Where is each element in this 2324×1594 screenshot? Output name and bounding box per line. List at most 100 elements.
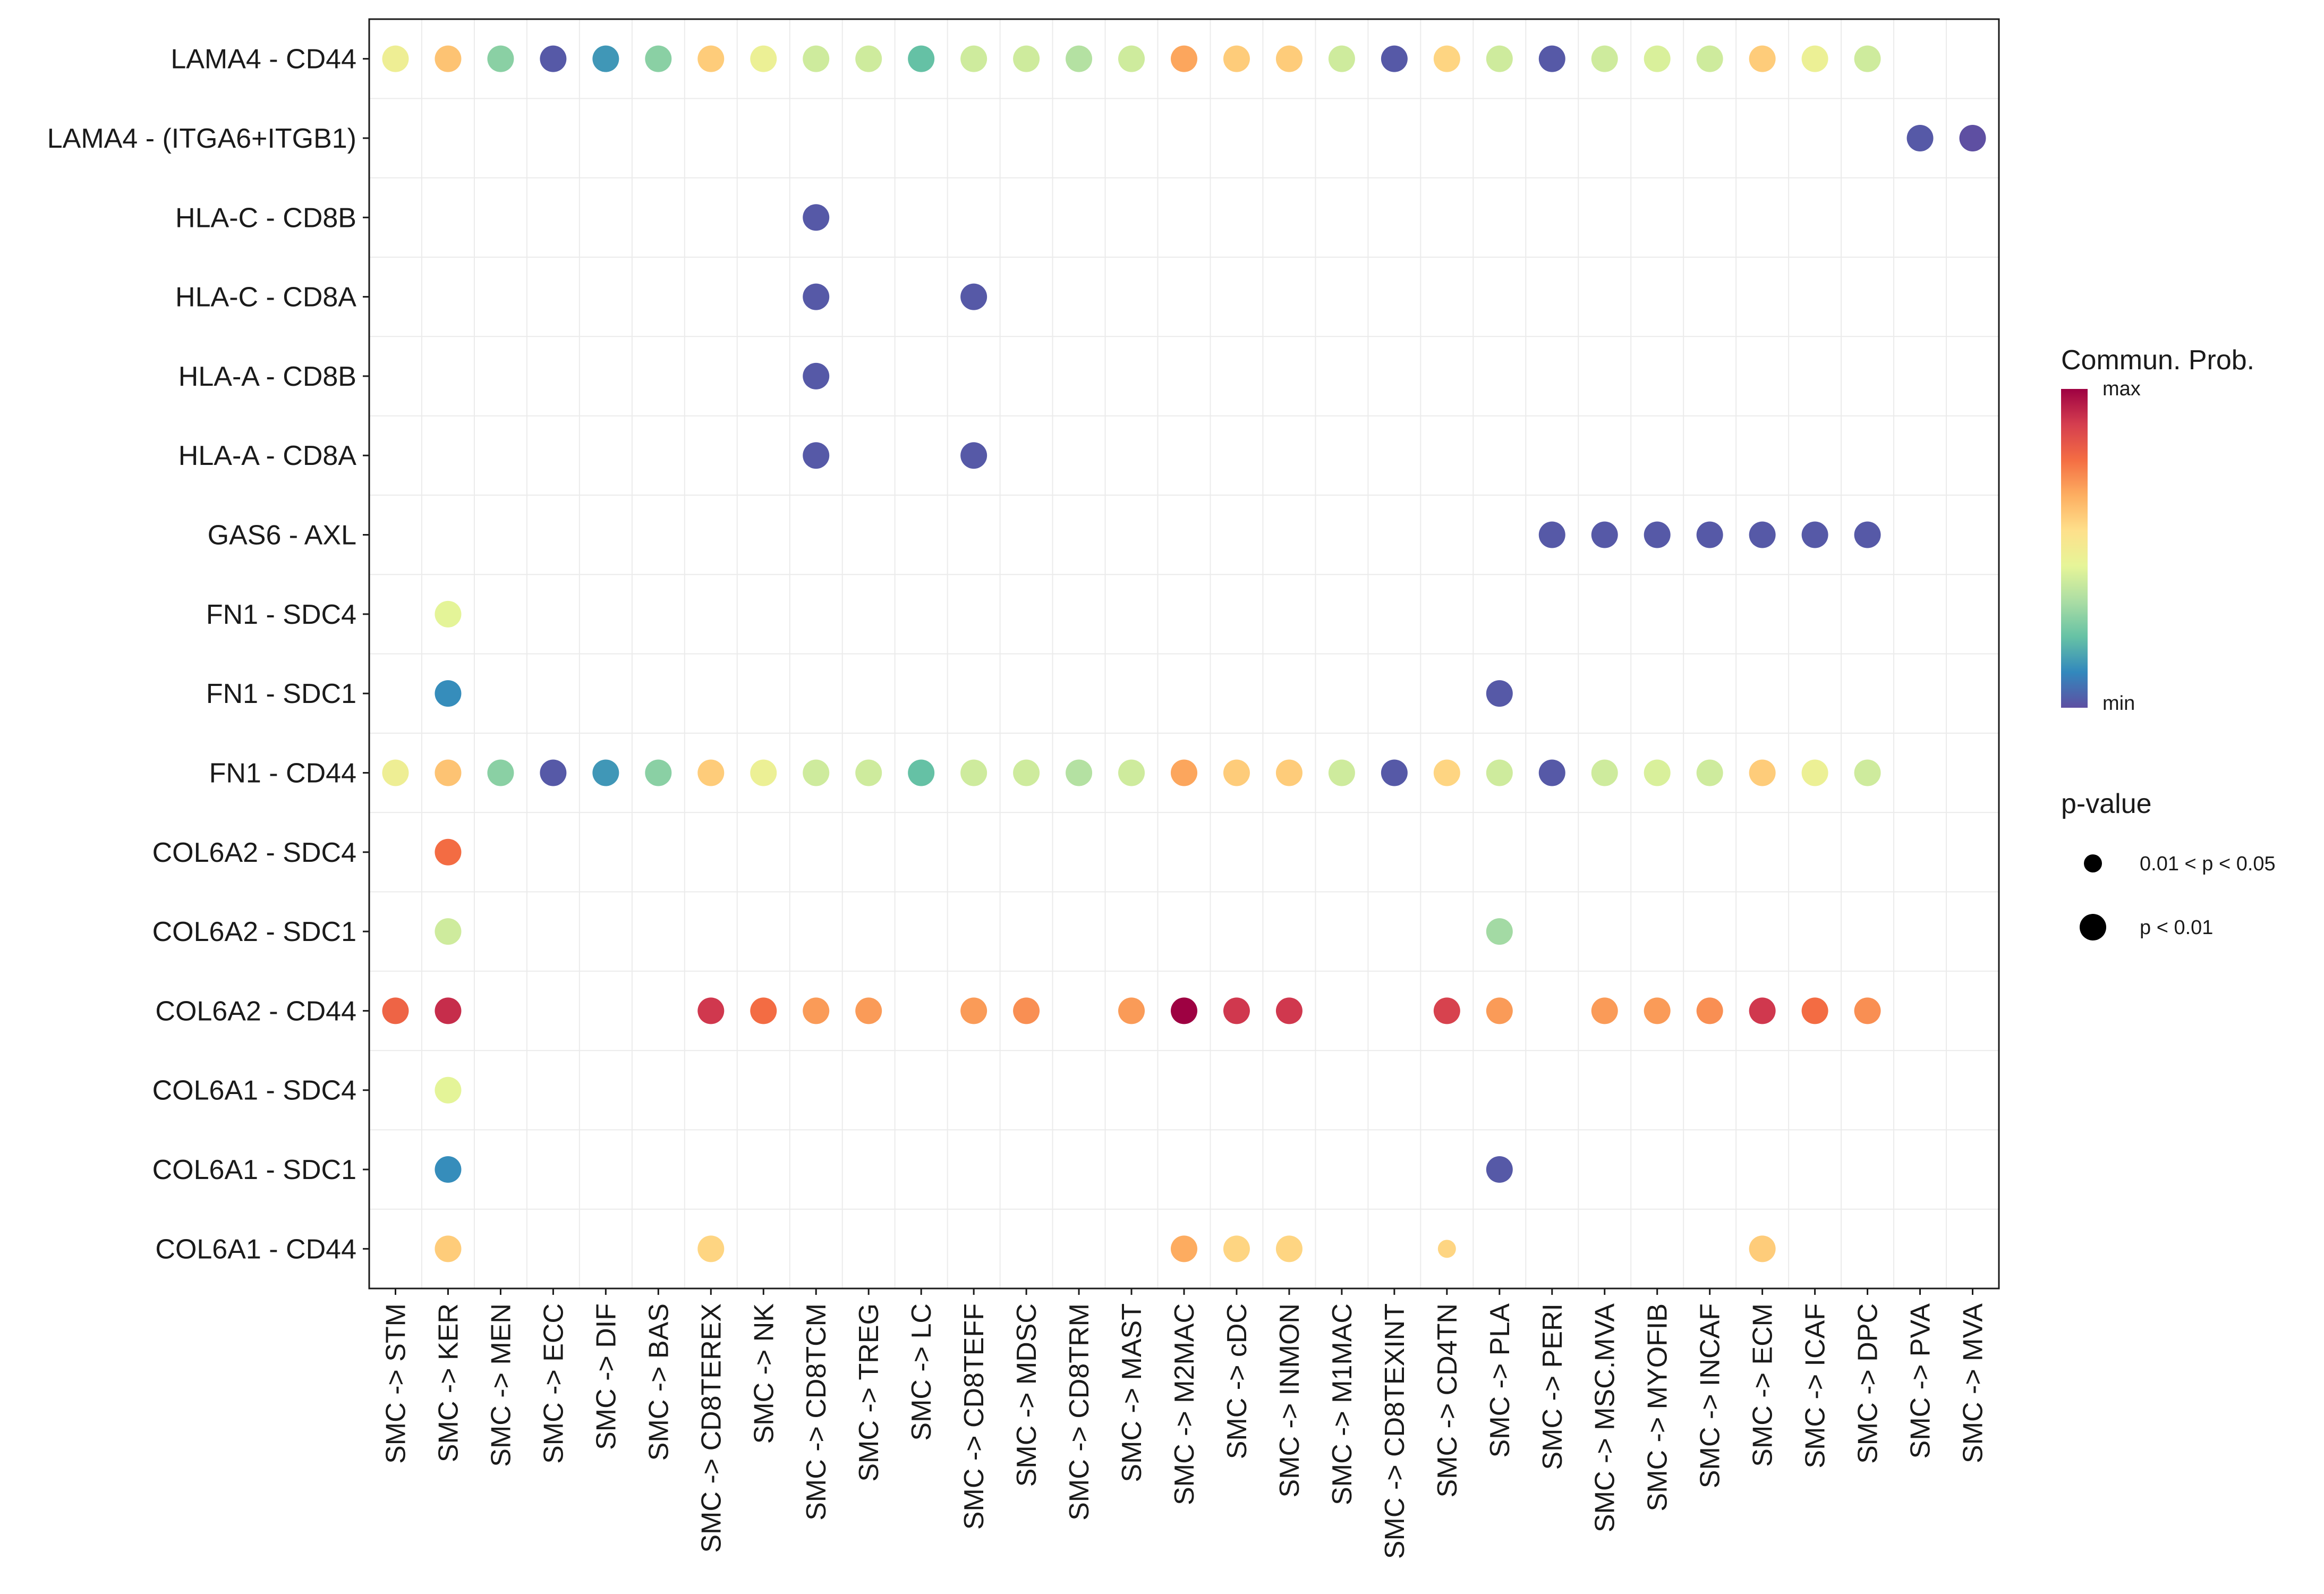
data-point [592, 45, 619, 72]
x-tick-label: SMC -> MYOFIB [1642, 1303, 1673, 1511]
colorbar-gradient [2061, 389, 2088, 708]
data-point [1223, 759, 1250, 786]
data-point [1328, 45, 1355, 72]
data-point [803, 204, 830, 231]
data-point [1066, 45, 1093, 72]
data-point [1749, 1235, 1776, 1262]
data-point [855, 997, 882, 1024]
data-point [1223, 1235, 1250, 1262]
x-tick-label: SMC -> CD8TEFF [959, 1303, 990, 1530]
x-tick-label: SMC -> MEN [486, 1303, 516, 1467]
data-point [1118, 45, 1145, 72]
x-axis-ticks: SMC -> STM SMC -> KER SMC -> MEN SMC -> ECC… [380, 1288, 1989, 1559]
pvalue-legend-dot-small [2084, 854, 2102, 872]
data-point [1959, 124, 1986, 151]
y-tick-label: HLA-A - CD8A [178, 440, 357, 471]
data-point [1591, 45, 1618, 72]
data-point [645, 45, 672, 72]
grid-lines [369, 19, 1999, 1288]
data-point [803, 442, 830, 469]
data-point [435, 45, 462, 72]
data-point [1854, 759, 1881, 786]
y-tick-label: COL6A2 - SDC4 [152, 837, 356, 868]
data-point [1381, 45, 1408, 72]
data-point [1171, 1235, 1197, 1262]
x-tick-label: SMC -> KER [433, 1303, 464, 1462]
x-tick-label: SMC -> STM [380, 1303, 411, 1464]
x-tick-label: SMC -> MVA [1958, 1303, 1989, 1463]
y-tick-label: HLA-A - CD8B [178, 361, 356, 392]
pvalue-legend-label-large: p < 0.01 [2140, 917, 2213, 939]
x-tick-label: SMC -> cDC [1222, 1303, 1253, 1459]
colorbar-min-label: min [2102, 692, 2135, 715]
x-tick-label: SMC -> MAST [1117, 1303, 1147, 1482]
data-point [1171, 759, 1197, 786]
data-point [487, 45, 514, 72]
data-point [1381, 759, 1408, 786]
x-tick-label: SMC -> CD8TRM [1064, 1303, 1095, 1521]
data-point [1801, 45, 1828, 72]
pvalue-legend-title: p-value [2061, 788, 2152, 819]
x-tick-label: SMC -> BAS [643, 1303, 674, 1461]
x-tick-label: SMC -> LC [906, 1303, 937, 1441]
data-point [1538, 521, 1565, 548]
colorbar-title: Commun. Prob. [2061, 345, 2254, 376]
y-tick-label: LAMA4 - CD44 [171, 44, 356, 75]
data-point [382, 45, 409, 72]
data-point [645, 759, 672, 786]
data-point [1013, 45, 1040, 72]
data-point [540, 759, 567, 786]
colorbar-legend: Commun. Prob. max min [2061, 345, 2254, 715]
data-point [1801, 759, 1828, 786]
data-point [1433, 759, 1460, 786]
data-point [1486, 1156, 1513, 1183]
x-tick-label: SMC -> DIF [591, 1303, 622, 1450]
data-point [1275, 1235, 1303, 1262]
data-point [1486, 680, 1513, 707]
colorbar-max-label: max [2102, 378, 2141, 400]
data-point [1275, 997, 1303, 1024]
data-point [960, 45, 988, 72]
x-tick-label: SMC -> TREG [854, 1303, 884, 1482]
data-point [908, 759, 935, 786]
data-point [435, 918, 462, 945]
y-tick-label: COL6A2 - CD44 [155, 996, 356, 1027]
data-point [803, 362, 830, 389]
y-tick-label: FN1 - CD44 [209, 758, 356, 788]
data-point [750, 997, 777, 1024]
data-point [855, 45, 882, 72]
data-point [1644, 45, 1671, 72]
data-point [1696, 45, 1723, 72]
y-axis-ticks: LAMA4 - CD44 LAMA4 - (ITGA6+ITGB1) HLA-C -… [47, 44, 369, 1265]
data-point [1433, 45, 1460, 72]
y-tick-label: COL6A1 - SDC4 [152, 1075, 356, 1106]
y-tick-label: HLA-C - CD8A [175, 282, 356, 313]
y-tick-label: FN1 - SDC4 [206, 599, 356, 630]
x-tick-label: SMC -> PLA [1485, 1303, 1516, 1458]
data-points [382, 45, 1986, 1262]
data-point [382, 759, 409, 786]
data-point [803, 759, 830, 786]
data-point [1644, 759, 1671, 786]
y-tick-label: COL6A1 - SDC1 [152, 1155, 356, 1185]
x-tick-label: SMC -> ECM [1748, 1303, 1778, 1467]
data-point [750, 45, 777, 72]
data-point [1749, 997, 1776, 1024]
pvalue-legend-dot-large [2080, 914, 2106, 940]
x-tick-label: SMC -> CD4TN [1432, 1303, 1463, 1497]
y-tick-label: GAS6 - AXL [208, 520, 356, 551]
data-point [435, 1076, 462, 1104]
pvalue-legend-label-small: 0.01 < p < 0.05 [2140, 853, 2276, 875]
data-point [750, 759, 777, 786]
data-point [697, 759, 725, 786]
y-tick-label: FN1 - SDC1 [206, 679, 356, 709]
data-point [435, 1235, 462, 1262]
x-tick-label: SMC -> ICAF [1800, 1303, 1831, 1469]
data-point [855, 759, 882, 786]
data-point [1275, 759, 1303, 786]
y-tick-label: COL6A2 - SDC1 [152, 917, 356, 947]
x-tick-label: SMC -> NK [748, 1303, 779, 1444]
y-tick-label: LAMA4 - (ITGA6+ITGB1) [47, 123, 356, 154]
data-point [1486, 759, 1513, 786]
